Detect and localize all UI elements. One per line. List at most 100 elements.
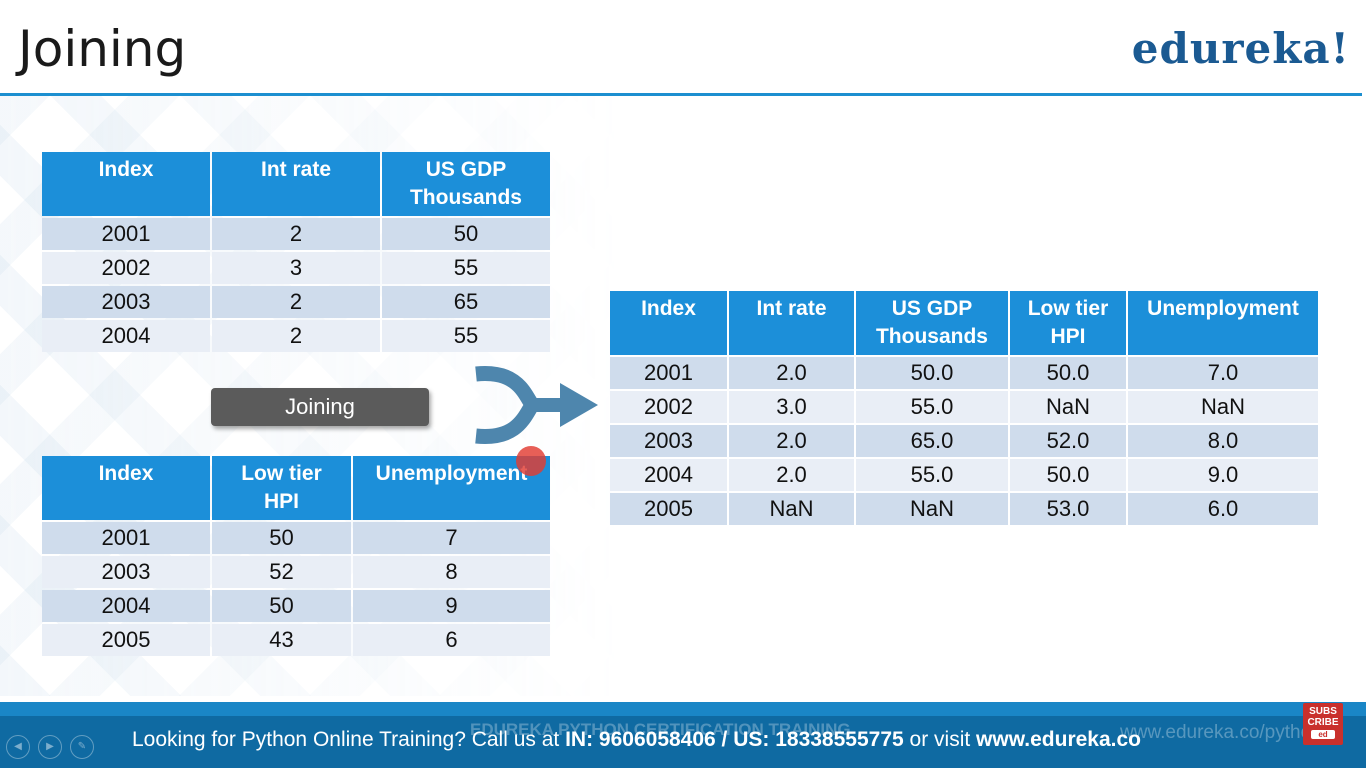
table-row: 2003 52 8 (42, 556, 550, 588)
subscribe-button[interactable]: SUBS CRIBE ed (1303, 703, 1343, 745)
title-divider (0, 93, 1362, 96)
table-cell: 55 (382, 320, 550, 352)
table-cell: NaN (1010, 391, 1126, 423)
table-joined-result: Index Int rate US GDP Thousands Low tier HP… (608, 289, 1320, 527)
column-header: Low tier HPI (1010, 291, 1126, 355)
edureka-logo: edureka! (1131, 24, 1350, 73)
table-cell: 50.0 (856, 357, 1008, 389)
footer-bar (0, 702, 1366, 768)
table-cell: 65 (382, 286, 550, 318)
footer-prefix: Looking for Python Online Training? Call… (132, 728, 566, 751)
table-cell: 50.0 (1010, 459, 1126, 491)
column-header: Int rate (212, 152, 380, 216)
cursor-highlight (516, 446, 546, 476)
footer-callout: Looking for Python Online Training? Call… (132, 728, 1141, 752)
table-cell: 7 (353, 522, 550, 554)
footer-site-link[interactable]: www.edureka.co (976, 728, 1141, 751)
table-row: 2001 2 50 (42, 218, 550, 250)
table-row: 2001 2.0 50.0 50.0 7.0 (610, 357, 1318, 389)
column-header: Index (610, 291, 727, 355)
table-cell: 53.0 (1010, 493, 1126, 525)
slide-controls: ◀ ▶ ✎ (6, 734, 102, 759)
table-cell: 50 (212, 590, 351, 622)
column-header: Unemployment (1128, 291, 1318, 355)
table-cell: 2 (212, 218, 380, 250)
table-cell: 9 (353, 590, 550, 622)
slide-title: Joining (18, 20, 187, 78)
table-cell: 55 (382, 252, 550, 284)
table-cell: NaN (856, 493, 1008, 525)
table-row: 2005 NaN NaN 53.0 6.0 (610, 493, 1318, 525)
table-cell: 7.0 (1128, 357, 1318, 389)
table-row: 2004 2.0 55.0 50.0 9.0 (610, 459, 1318, 491)
table-header-row: Index Int rate US GDP Thousands (42, 152, 550, 216)
table-cell: NaN (1128, 391, 1318, 423)
column-header: US GDP Thousands (382, 152, 550, 216)
table-cell: 50 (382, 218, 550, 250)
table-cell: 2 (212, 286, 380, 318)
table-header-row: Index Int rate US GDP Thousands Low tier HP… (610, 291, 1318, 355)
table-hpi-unemployment: Index Low tier HPI Unemployment 2001 50 7 2003… (40, 454, 552, 658)
table-cell: 6 (353, 624, 550, 656)
table-cell: 52.0 (1010, 425, 1126, 457)
table-cell: 2 (212, 320, 380, 352)
footer-watermark-url: www.edureka.co/python (1120, 722, 1322, 743)
column-header: US GDP Thousands (856, 291, 1008, 355)
table-row: 2004 2 55 (42, 320, 550, 352)
column-header: Low tier HPI (212, 456, 351, 520)
table-header-row: Index Low tier HPI Unemployment (42, 456, 550, 520)
table-cell: 43 (212, 624, 351, 656)
table-row: 2005 43 6 (42, 624, 550, 656)
table-cell: 2003 (610, 425, 727, 457)
table-cell: 2001 (42, 218, 210, 250)
table-cell: 2002 (610, 391, 727, 423)
column-header: Int rate (729, 291, 854, 355)
column-header: Index (42, 152, 210, 216)
pen-icon[interactable]: ✎ (70, 735, 94, 759)
table-interest-gdp: Index Int rate US GDP Thousands 2001 2 50 2002… (40, 150, 552, 354)
footer-phones: IN: 9606058406 / US: 18338555775 (565, 728, 904, 751)
table-cell: 2001 (610, 357, 727, 389)
table-cell: 50 (212, 522, 351, 554)
table-row: 2002 3.0 55.0 NaN NaN (610, 391, 1318, 423)
table-cell: 2003 (42, 286, 210, 318)
merge-arrow-icon (475, 366, 598, 444)
table-cell: 9.0 (1128, 459, 1318, 491)
table-cell: 65.0 (856, 425, 1008, 457)
joining-label: Joining (211, 388, 429, 426)
footer-watermark-title: EDUREKA PYTHON CERTIFICATION TRAINING (470, 720, 851, 739)
table-cell: 2001 (42, 522, 210, 554)
subscribe-line-1: SUBS (1309, 706, 1337, 717)
subscribe-icon: ed (1311, 730, 1335, 739)
table-cell: 8.0 (1128, 425, 1318, 457)
table-cell: 3.0 (729, 391, 854, 423)
table-cell: 2002 (42, 252, 210, 284)
subscribe-line-2: CRIBE (1307, 717, 1339, 728)
table-row: 2001 50 7 (42, 522, 550, 554)
table-cell: 2003 (42, 556, 210, 588)
table-cell: 55.0 (856, 459, 1008, 491)
table-cell: 2005 (610, 493, 727, 525)
table-cell: 2.0 (729, 425, 854, 457)
table-cell: 8 (353, 556, 550, 588)
table-cell: 52 (212, 556, 351, 588)
table-cell: 2004 (42, 590, 210, 622)
table-cell: 2004 (610, 459, 727, 491)
table-cell: 3 (212, 252, 380, 284)
table-cell: 2.0 (729, 459, 854, 491)
next-slide-icon[interactable]: ▶ (38, 735, 62, 759)
table-row: 2002 3 55 (42, 252, 550, 284)
table-cell: 2005 (42, 624, 210, 656)
table-cell: 2004 (42, 320, 210, 352)
column-header: Index (42, 456, 210, 520)
table-cell: 2.0 (729, 357, 854, 389)
table-cell: 6.0 (1128, 493, 1318, 525)
table-row: 2003 2.0 65.0 52.0 8.0 (610, 425, 1318, 457)
prev-slide-icon[interactable]: ◀ (6, 735, 30, 759)
table-row: 2004 50 9 (42, 590, 550, 622)
table-cell: 50.0 (1010, 357, 1126, 389)
table-cell: 55.0 (856, 391, 1008, 423)
footer-middle: or visit (903, 728, 977, 751)
table-row: 2003 2 65 (42, 286, 550, 318)
table-cell: NaN (729, 493, 854, 525)
